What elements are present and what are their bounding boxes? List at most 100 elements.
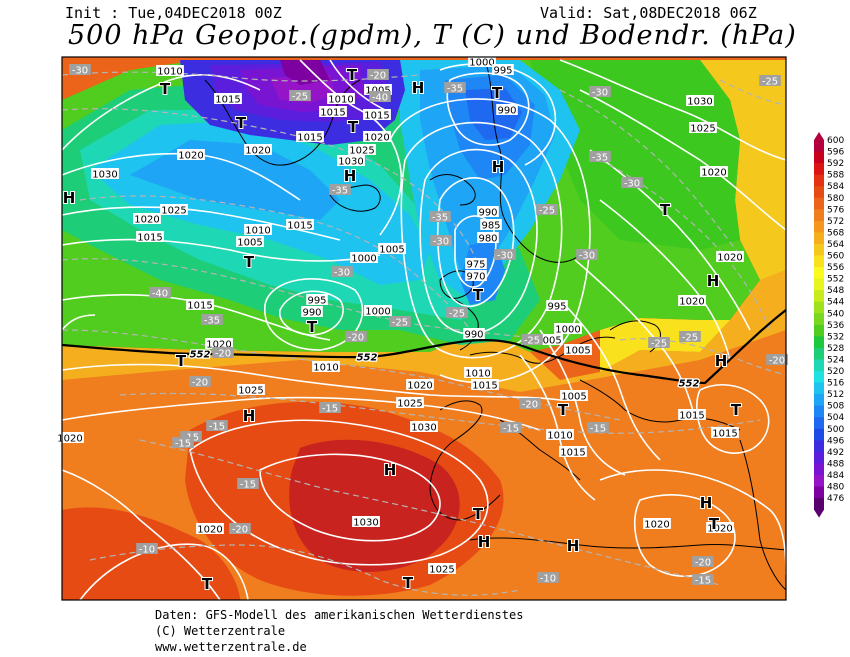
temperature-label-text: -15 [503, 424, 519, 435]
temperature-label-text: -20 [769, 356, 785, 367]
temperature-label: -20 [212, 347, 234, 360]
colorbar-segment [814, 336, 824, 349]
pressure-label: 980 [477, 232, 499, 245]
pressure-label: 1000 [468, 56, 496, 69]
pressure-label: 1010 [312, 361, 340, 374]
contour-552-labels: 552 552 552 [188, 348, 700, 391]
colorbar-level-label: 520 [827, 367, 844, 377]
colorbar-segment [814, 394, 824, 407]
temperature-label-text: -20 [232, 525, 248, 536]
colorbar-segment [814, 405, 824, 418]
temperature-label-text: -10 [139, 545, 155, 556]
high-pressure-center: H [243, 407, 256, 425]
temperature-label: -20 [692, 556, 714, 569]
temperature-label: -15 [692, 574, 714, 587]
pressure-label: 990 [301, 306, 323, 319]
pressure-label-text: 985 [481, 221, 500, 232]
colorbar-level-label: 500 [827, 425, 844, 435]
temperature-label: -20 [367, 69, 389, 82]
colorbar-level-label: 480 [827, 483, 844, 493]
temperature-label-text: -20 [522, 400, 538, 411]
pressure-label: 1010 [327, 93, 355, 106]
colorbar-segment [814, 313, 824, 326]
temperature-label-text: -25 [449, 309, 465, 320]
pressure-label: 1000 [350, 252, 378, 265]
colorbar-segment [814, 186, 824, 199]
pressure-label: 1020 [196, 523, 224, 536]
colorbar-level-label: 528 [827, 344, 844, 354]
temperature-label: -25 [446, 307, 468, 320]
pressure-label-text: 1020 [701, 168, 726, 179]
temperature-labels: -30 -25 -20 -40 -35 -30 -35 -30 -25 -25 -35 -30 -35 -… [69, 64, 788, 587]
colorbar-level-label: 576 [827, 205, 844, 215]
pressure-label-text: 1020 [644, 520, 669, 531]
pressure-label: 1015 [136, 231, 164, 244]
temperature-label: -30 [494, 249, 516, 262]
colorbar-top-arrow [814, 132, 824, 140]
temperature-label: -15 [500, 422, 522, 435]
pressure-label: 1020 [56, 432, 84, 445]
pressure-label: 1015 [471, 379, 499, 392]
temperature-label: -35 [329, 184, 351, 197]
temperature-label-text: -30 [579, 251, 595, 262]
temperature-label-text: -15 [322, 404, 338, 415]
low-pressure-center: T [403, 574, 414, 592]
pressure-label-text: 1020 [134, 215, 159, 226]
pressure-label: 995 [306, 294, 328, 307]
high-pressure-center: H [478, 533, 491, 551]
colorbar: 6005965925885845805765725685645605565525… [814, 132, 844, 518]
colorbar-segment [814, 163, 824, 176]
pressure-label-text: 1005 [565, 346, 590, 357]
colorbar-segment [814, 486, 824, 499]
low-pressure-center: T [244, 253, 255, 271]
temperature-label-text: -25 [539, 206, 555, 217]
colorbar-level-label: 580 [827, 194, 844, 204]
pressure-label-text: 1020 [197, 525, 222, 536]
footer-copyright: (C) Wetterzentrale [155, 624, 286, 638]
pressure-label: 1015 [363, 109, 391, 122]
low-pressure-center: T [176, 352, 187, 370]
pressure-label-text: 1030 [92, 170, 117, 181]
colorbar-segment [814, 255, 824, 268]
temperature-label-text: -35 [332, 186, 348, 197]
pressure-label-text: 1020 [57, 434, 82, 445]
colorbar-segment [814, 428, 824, 441]
pressure-label: 1025 [428, 563, 456, 576]
temperature-label: -20 [519, 398, 541, 411]
colorbar-level-label: 492 [827, 448, 844, 458]
pressure-label: 1015 [214, 93, 242, 106]
colorbar-level-label: 564 [827, 240, 844, 250]
pressure-label-text: 1020 [206, 340, 231, 351]
pressure-label-text: 1010 [328, 95, 353, 106]
colorbar-segment [814, 498, 824, 511]
pressure-label-text: 975 [466, 260, 485, 271]
temperature-label: -40 [369, 91, 391, 104]
temperature-label-text: -20 [370, 71, 386, 82]
temperature-label-text: -30 [334, 268, 350, 279]
temperature-label: -30 [331, 266, 353, 279]
pressure-label-text: 1015 [364, 111, 389, 122]
low-pressure-center: T [202, 575, 213, 593]
colorbar-segment [814, 371, 824, 384]
colorbar-level-label: 572 [827, 217, 844, 227]
pressure-label-text: 1015 [297, 133, 322, 144]
temperature-label: -30 [589, 86, 611, 99]
colorbar-level-label: 544 [827, 298, 844, 308]
pressure-label: 1030 [352, 516, 380, 529]
pressure-label: 1020 [406, 379, 434, 392]
temperature-label-text: -20 [695, 558, 711, 569]
temperature-label-text: -25 [651, 339, 667, 350]
pressure-label: 1005 [535, 334, 563, 347]
pressure-label-text: 990 [497, 106, 516, 117]
temperature-label: -20 [766, 354, 788, 367]
temperature-label: -10 [136, 543, 158, 556]
low-pressure-center: T [236, 114, 247, 132]
temperature-label-text: -15 [590, 424, 606, 435]
temperature-label-text: -25 [392, 318, 408, 329]
pressure-label: 1000 [364, 305, 392, 318]
pressure-label-text: 995 [547, 302, 566, 313]
pressure-label-text: 1015 [187, 301, 212, 312]
temperature-label-text: -30 [497, 251, 513, 262]
init-time: Init : Tue,04DEC2018 00Z [65, 4, 282, 22]
